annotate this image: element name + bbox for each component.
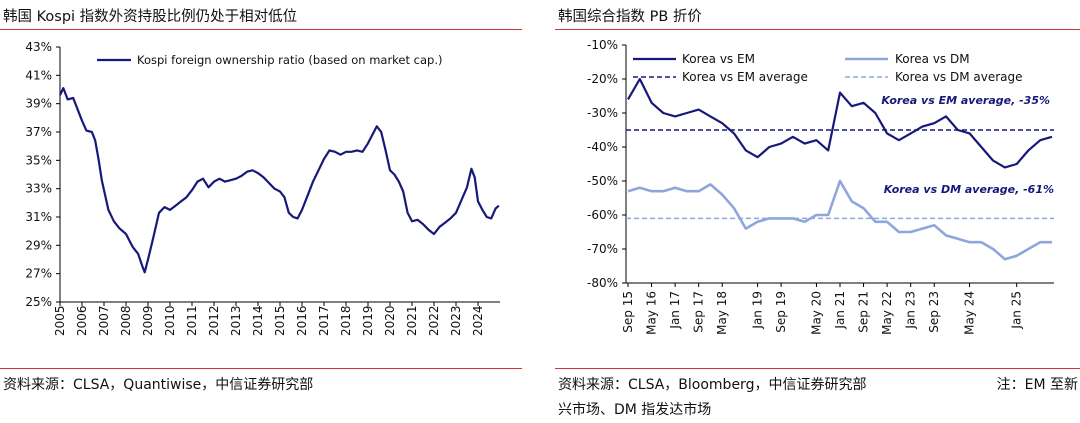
right-x-tick-label: Jan 25 (1010, 291, 1024, 330)
left-y-tick-label: 41% (25, 68, 52, 82)
legend-label-korea-vs-dm: Korea vs DM (895, 52, 970, 66)
left-chart-title: 韩国 Kospi 指数外资持股比例仍处于相对低位 (3, 9, 298, 25)
right-y-tick-label: -80% (587, 276, 618, 290)
left-y-tick-label: 37% (25, 125, 52, 139)
left-x-tick-label: 2017 (317, 305, 331, 336)
right-y-tick-label: -50% (587, 174, 618, 188)
left-title-rule (0, 29, 522, 30)
right-note-text: 注：EM 至新 (996, 377, 1078, 393)
left-y-tick-label: 43% (25, 40, 52, 54)
left-x-tick-label: 2015 (273, 305, 287, 336)
left-x-tick-label: 2024 (471, 305, 485, 336)
right-y-tick-label: -30% (587, 106, 618, 120)
right-y-tick-label: -20% (587, 72, 618, 86)
right-source-block: 资料来源：CLSA，Bloomberg，中信证券研究部 注：EM 至新 兴市场、… (558, 373, 1078, 423)
left-x-ticks: 2005 2006 2007 2008 2009 2010 2011 2012 2013 2014… (53, 302, 485, 336)
right-y-tick-label: -10% (587, 38, 618, 52)
left-x-tick-label: 2009 (141, 305, 155, 336)
left-x-tick-label: 2013 (229, 305, 243, 336)
legend-label-korea-vs-em-average: Korea vs EM average (682, 70, 808, 84)
left-y-tick-label: 35% (25, 153, 52, 167)
left-x-tick-label: 2018 (339, 305, 353, 336)
left-x-tick-label: 2005 (53, 305, 67, 336)
left-x-tick-label: 2022 (427, 305, 441, 336)
left-source-text: 资料来源：CLSA，Quantiwise，中信证券研究部 (3, 377, 314, 393)
left-x-tick-label: 2023 (449, 305, 463, 336)
left-y-tick-label: 33% (25, 182, 52, 196)
left-y-tick-label: 27% (25, 267, 52, 281)
right-x-tick-label: Sep 17 (692, 291, 706, 333)
left-source-rule (0, 368, 522, 369)
left-legend-label: Kospi foreign ownership ratio (based on … (137, 53, 442, 67)
right-x-tick-label: Sep 21 (857, 291, 871, 333)
right-x-ticks: Sep 15 May 16 Jan 17 Sep 17 May 18 Jan 19 Sep … (621, 283, 1024, 335)
left-legend: Kospi foreign ownership ratio (based on … (97, 53, 442, 67)
right-chart-title: 韩国综合指数 PB 折价 (558, 9, 702, 25)
right-x-tick-label: May 18 (715, 291, 729, 335)
right-x-tick-label: May 16 (645, 291, 659, 335)
right-x-tick-label: Jan 17 (668, 291, 682, 330)
left-y-ticks: 43% 41% 39% 37% 35% 33% 31% 29% 27% 25% (25, 40, 60, 309)
right-title-rule (555, 29, 1080, 30)
right-y-ticks: -10% -20% -30% -40% -50% -60% -70% -80% (587, 38, 626, 290)
korea-vs-em-line (627, 77, 1053, 169)
left-y-tick-label: 31% (25, 210, 52, 224)
left-x-tick-label: 2007 (97, 305, 111, 336)
right-x-tick-label: Sep 15 (621, 291, 635, 333)
kospi-foreign-ownership-chart: 43%41%39%37%35%33%31%29%27%25% 2005 2006 2… (25, 40, 500, 336)
right-source-text: 资料来源：CLSA，Bloomberg，中信证券研究部 (558, 377, 867, 393)
right-x-tick-label: Jan 23 (904, 291, 918, 330)
left-x-tick-label: 2020 (383, 305, 397, 336)
right-x-tick-label: Sep 19 (774, 291, 788, 333)
left-x-tick-label: 2010 (163, 305, 177, 336)
left-x-tick-label: 2011 (185, 305, 199, 336)
right-x-tick-label: May 22 (880, 291, 894, 335)
left-x-tick-label: 2014 (251, 305, 265, 336)
right-x-tick-label: Jan 19 (751, 291, 765, 330)
right-y-tick-label: -40% (587, 140, 618, 154)
left-y-tick-label: 39% (25, 97, 52, 111)
legend-label-korea-vs-dm-average: Korea vs DM average (895, 70, 1023, 84)
right-chart-panel: 韩国综合指数 PB 折价 -10% -20% -30% -40% -50% -60% -70… (555, 0, 1080, 422)
right-y-tick-label: -70% (587, 242, 618, 256)
left-x-tick-label: 2016 (295, 305, 309, 336)
left-chart-panel: 韩国 Kospi 指数外资持股比例仍处于相对低位 43% 41% 39% 37% 35%… (0, 0, 522, 422)
right-x-tick-label: May 20 (809, 291, 823, 335)
left-x-tick-label: 2008 (119, 305, 133, 336)
korea-vs-dm-line (627, 179, 1052, 261)
left-x-tick-label: 2012 (207, 305, 221, 336)
annotation-dm-average: Korea vs DM average, -61% (884, 183, 1054, 196)
right-source-text-line2: 兴市场、DM 指发达市场 (558, 402, 712, 418)
right-source-rule (555, 368, 1080, 369)
right-y-tick-label: -60% (587, 208, 618, 222)
right-x-tick-label: May 24 (963, 291, 977, 335)
right-legend: Korea vs EM Korea vs DM Korea vs EM aver… (633, 52, 1023, 84)
korea-pb-discount-chart: -10% -20% -30% -40% -50% -60% -70% -80% Sep 15 M… (587, 38, 1054, 335)
left-x-tick-label: 2021 (405, 305, 419, 336)
legend-label-korea-vs-em: Korea vs EM (682, 52, 755, 66)
left-y-tick-label: 29% (25, 238, 52, 252)
left-y-tick-label: 25% (25, 295, 52, 309)
left-axes (59, 47, 500, 303)
annotation-em-average: Korea vs EM average, -35% (881, 94, 1050, 107)
right-x-tick-label: Jan 21 (833, 291, 847, 330)
right-x-tick-label: Sep 23 (927, 291, 941, 333)
left-x-tick-label: 2006 (75, 305, 89, 336)
kospi-foreign-ownership-line (59, 87, 500, 274)
left-x-tick-label: 2019 (361, 305, 375, 336)
